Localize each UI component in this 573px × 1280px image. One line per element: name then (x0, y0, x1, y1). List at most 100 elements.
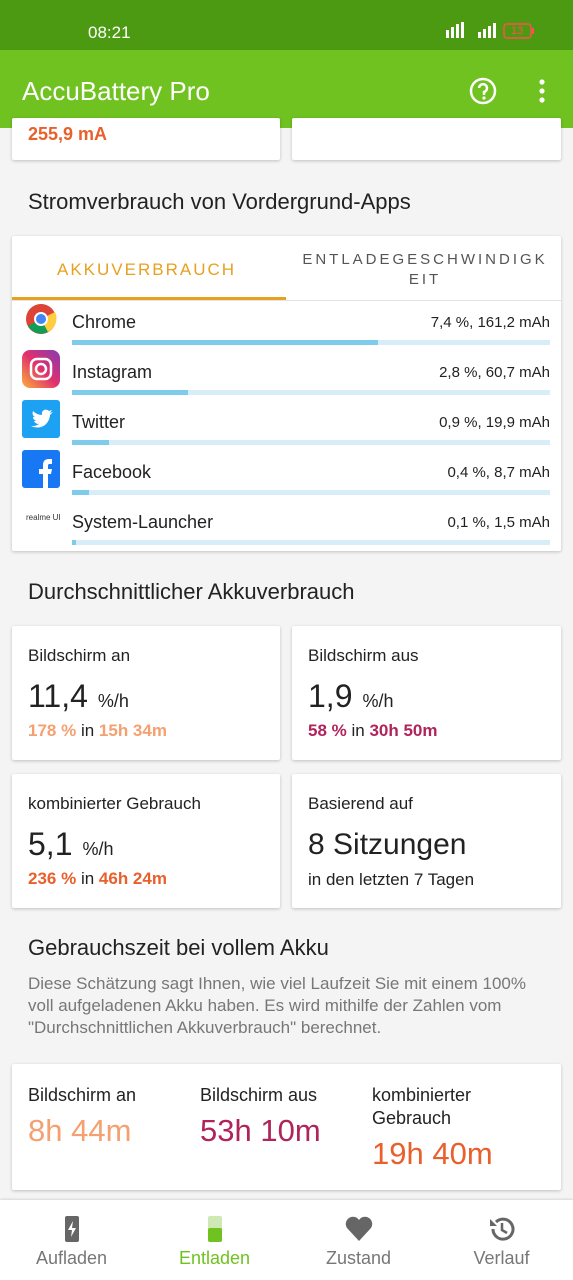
usage-bar (72, 340, 378, 345)
nav-item[interactable]: Entladen (143, 1200, 286, 1280)
battery-level: 13 (511, 25, 524, 37)
app-name: Chrome (72, 312, 137, 332)
app-usage: 7,4 %, 161,2 mAh (430, 314, 550, 331)
app-icon (22, 450, 60, 488)
basis-card: Basierend auf 8 Sitzungen in den letzten… (292, 774, 561, 908)
app-icon (22, 300, 60, 338)
app-row: realme UI System-Launcher 0,1 %, 1,5 mAh (12, 512, 561, 562)
drain-line: 58 % in 30h 50m (308, 721, 438, 741)
app-icon: realme UI (22, 500, 61, 538)
rate-label: kombinierter Gebrauch (28, 794, 201, 813)
usage-track (72, 340, 550, 345)
app-name: Twitter (72, 412, 126, 432)
rate-line: 11,4 %/h (28, 678, 129, 715)
usage-track (72, 440, 550, 445)
app-name: Facebook (72, 462, 152, 482)
rate-unit: %/h (97, 691, 129, 711)
nav-item[interactable]: Verlauf (430, 1200, 573, 1280)
rate-label: Bildschirm aus (308, 646, 419, 665)
section-heading: Gebrauchszeit bei vollem Akku (28, 935, 329, 960)
rate-unit: %/h (362, 691, 394, 711)
tab-active[interactable]: AKKUVERBRAUCH (57, 260, 237, 279)
sessions: 8 Sitzungen (308, 828, 467, 861)
drain-line: 178 % in 15h 34m (28, 721, 167, 741)
drain-line: 236 % in 46h 24m (28, 869, 167, 889)
estimate: kombinierter Gebrauch 19h 40m (372, 1084, 512, 1172)
app-name: System-Launcher (72, 512, 214, 532)
usage-bar (72, 540, 77, 545)
nav-label: Aufladen (35, 1248, 108, 1268)
nav-item[interactable]: Zustand (287, 1200, 430, 1280)
estimate-label: kombinierter Gebrauch (372, 1085, 472, 1128)
app-usage: 0,1 %, 1,5 mAh (447, 514, 550, 531)
basis-label: Basierend auf (308, 794, 413, 813)
usage-track (72, 390, 550, 395)
app-icon (22, 400, 60, 438)
rate-card: Bildschirm an 11,4 %/h 178 % in 15h 34m (12, 626, 280, 760)
drain-duration: 30h 50m (369, 721, 438, 740)
rate-value: 11,4 (28, 678, 88, 714)
section-heading: Stromverbrauch von Vordergrund-Apps (28, 189, 411, 214)
usage-bar (72, 490, 89, 495)
estimate-label: Bildschirm aus (200, 1085, 318, 1105)
nav-label: Entladen (178, 1248, 251, 1268)
divider (12, 300, 561, 301)
rate-card: Bildschirm aus 1,9 %/h 58 % in 30h 50m (292, 626, 561, 760)
connector: in (80, 721, 95, 740)
rate-value: 5,1 (28, 826, 73, 862)
estimate-value: 53h 10m (200, 1113, 321, 1148)
app-bar: AccuBattery Pro (0, 50, 573, 128)
app-name: Instagram (72, 362, 153, 382)
app-row: Twitter 0,9 %, 19,9 mAh (12, 400, 561, 462)
nav-item[interactable]: Aufladen (0, 1200, 143, 1280)
period: in den letzten 7 Tagen (308, 870, 475, 889)
app-row: Facebook 0,4 %, 8,7 mAh (12, 450, 561, 512)
app-usage: 2,8 %, 60,7 mAh (439, 364, 550, 381)
rate-value: 1,9 (308, 678, 353, 714)
connector: in (351, 721, 365, 740)
nav-label: Zustand (325, 1248, 392, 1268)
usage-track (72, 490, 550, 495)
estimate: Bildschirm aus 53h 10m (200, 1084, 365, 1149)
drain-duration: 15h 34m (98, 721, 167, 740)
tab[interactable]: ENTLADEGESCHWINDIGKEIT (302, 251, 548, 288)
rate-line: 1,9 %/h (308, 678, 394, 715)
app-row: Chrome 7,4 %, 161,2 mAh (12, 304, 561, 362)
estimate: Bildschirm an 8h 44m (28, 1084, 193, 1149)
icon-text: realme UI (26, 513, 61, 522)
description: Diese Schätzung sagt Ihnen, wie viel Lau… (28, 974, 526, 1037)
estimate-value: 8h 44m (28, 1113, 132, 1148)
app-title: AccuBattery Pro (22, 76, 210, 106)
rate-card: kombinierter Gebrauch 5,1 %/h 236 % in 46h … (12, 774, 280, 908)
app-icon (22, 350, 60, 388)
card (292, 118, 561, 160)
app-row: Instagram 2,8 %, 60,7 mAh (12, 350, 561, 412)
menu-button[interactable] (536, 78, 548, 104)
usage-bar (72, 390, 188, 395)
app-usage: 0,4 %, 8,7 mAh (447, 464, 550, 481)
current-value: 255,9 mA (28, 124, 108, 144)
drain-duration: 46h 24m (98, 869, 167, 888)
help-button[interactable] (468, 76, 498, 106)
drain-share: 178 % (28, 721, 77, 740)
app-usage: 0,9 %, 19,9 mAh (439, 414, 550, 431)
rate-label: Bildschirm an (28, 646, 131, 665)
status-bar: 08:21 13 (0, 0, 573, 50)
rate-line: 5,1 %/h (28, 826, 114, 863)
drain-share: 236 % (28, 869, 77, 888)
section-heading: Durchschnittlicher Akkuverbrauch (28, 579, 355, 604)
estimate-value: 19h 40m (372, 1136, 493, 1171)
rate-unit: %/h (82, 839, 114, 859)
full-charge-card: Bildschirm an 8h 44m Bildschirm aus 53h 10m… (12, 1064, 561, 1190)
clock: 08:21 (88, 23, 131, 42)
drain-share: 58 % (308, 721, 347, 740)
connector: in (80, 869, 95, 888)
nav-label: Verlauf (473, 1248, 530, 1268)
estimate-label: Bildschirm an (28, 1085, 137, 1105)
status-icons (446, 22, 534, 39)
bottom-nav (0, 1200, 573, 1280)
usage-track (72, 540, 550, 545)
current-card: 255,9 mA (12, 118, 280, 160)
